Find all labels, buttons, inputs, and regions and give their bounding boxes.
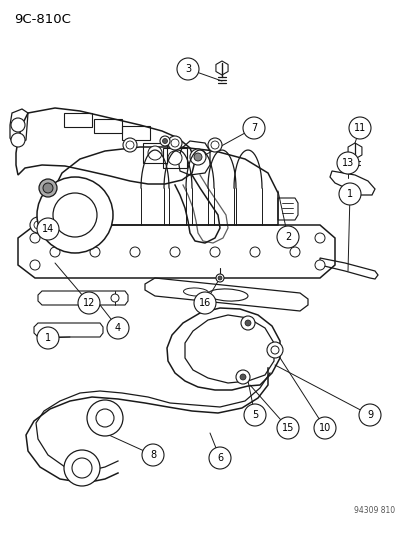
Circle shape bbox=[130, 247, 140, 257]
Circle shape bbox=[271, 346, 278, 354]
Circle shape bbox=[266, 342, 282, 358]
Circle shape bbox=[243, 404, 266, 426]
Circle shape bbox=[90, 247, 100, 257]
Text: 3: 3 bbox=[185, 64, 191, 74]
Circle shape bbox=[43, 183, 53, 193]
Circle shape bbox=[30, 217, 46, 233]
Text: 9: 9 bbox=[366, 410, 372, 420]
Circle shape bbox=[358, 404, 380, 426]
Circle shape bbox=[159, 136, 170, 146]
Circle shape bbox=[235, 370, 249, 384]
Circle shape bbox=[289, 247, 299, 257]
Circle shape bbox=[314, 233, 324, 243]
Text: 1: 1 bbox=[346, 189, 352, 199]
Circle shape bbox=[39, 179, 57, 197]
Text: 16: 16 bbox=[198, 298, 211, 308]
Circle shape bbox=[142, 444, 164, 466]
Circle shape bbox=[30, 260, 40, 270]
Circle shape bbox=[314, 260, 324, 270]
Text: 8: 8 bbox=[150, 450, 156, 460]
Text: 94309 810: 94309 810 bbox=[353, 506, 394, 515]
Circle shape bbox=[111, 294, 119, 302]
Circle shape bbox=[242, 117, 264, 139]
Text: 7: 7 bbox=[250, 123, 256, 133]
Text: 2: 2 bbox=[284, 232, 290, 242]
Text: 6: 6 bbox=[216, 453, 223, 463]
Circle shape bbox=[37, 327, 59, 349]
Text: 12: 12 bbox=[83, 298, 95, 308]
Circle shape bbox=[30, 233, 40, 243]
Circle shape bbox=[11, 118, 25, 132]
Text: 5: 5 bbox=[251, 410, 257, 420]
Text: 14: 14 bbox=[42, 224, 54, 234]
Circle shape bbox=[171, 139, 178, 147]
Circle shape bbox=[218, 276, 221, 280]
Circle shape bbox=[240, 316, 254, 330]
Circle shape bbox=[87, 400, 123, 436]
Circle shape bbox=[240, 374, 245, 380]
Circle shape bbox=[168, 136, 182, 150]
Circle shape bbox=[276, 226, 298, 248]
Circle shape bbox=[72, 458, 92, 478]
Text: 1: 1 bbox=[45, 333, 51, 343]
Circle shape bbox=[34, 221, 42, 229]
Circle shape bbox=[348, 117, 370, 139]
Circle shape bbox=[194, 292, 216, 314]
Circle shape bbox=[96, 409, 114, 427]
Text: 13: 13 bbox=[341, 158, 353, 168]
Circle shape bbox=[162, 139, 167, 143]
Circle shape bbox=[168, 151, 182, 165]
Circle shape bbox=[64, 450, 100, 486]
Circle shape bbox=[249, 247, 259, 257]
Circle shape bbox=[216, 274, 223, 282]
Text: 10: 10 bbox=[318, 423, 330, 433]
Text: 15: 15 bbox=[281, 423, 294, 433]
Circle shape bbox=[126, 141, 134, 149]
Circle shape bbox=[313, 417, 335, 439]
Circle shape bbox=[170, 247, 180, 257]
Circle shape bbox=[190, 149, 206, 165]
Text: 11: 11 bbox=[353, 123, 365, 133]
Circle shape bbox=[338, 183, 360, 205]
Text: 9C-810C: 9C-810C bbox=[14, 13, 71, 26]
Circle shape bbox=[336, 152, 358, 174]
Circle shape bbox=[276, 417, 298, 439]
Circle shape bbox=[194, 153, 202, 161]
Circle shape bbox=[37, 177, 113, 253]
Circle shape bbox=[107, 317, 129, 339]
Circle shape bbox=[207, 138, 221, 152]
Circle shape bbox=[209, 447, 230, 469]
Circle shape bbox=[147, 146, 161, 160]
Circle shape bbox=[78, 292, 100, 314]
Circle shape bbox=[37, 218, 59, 240]
Circle shape bbox=[123, 138, 137, 152]
Circle shape bbox=[50, 247, 60, 257]
Circle shape bbox=[209, 247, 219, 257]
Text: 4: 4 bbox=[115, 323, 121, 333]
Circle shape bbox=[11, 133, 25, 147]
Circle shape bbox=[177, 58, 199, 80]
Circle shape bbox=[244, 320, 250, 326]
Circle shape bbox=[53, 193, 97, 237]
Circle shape bbox=[211, 141, 218, 149]
